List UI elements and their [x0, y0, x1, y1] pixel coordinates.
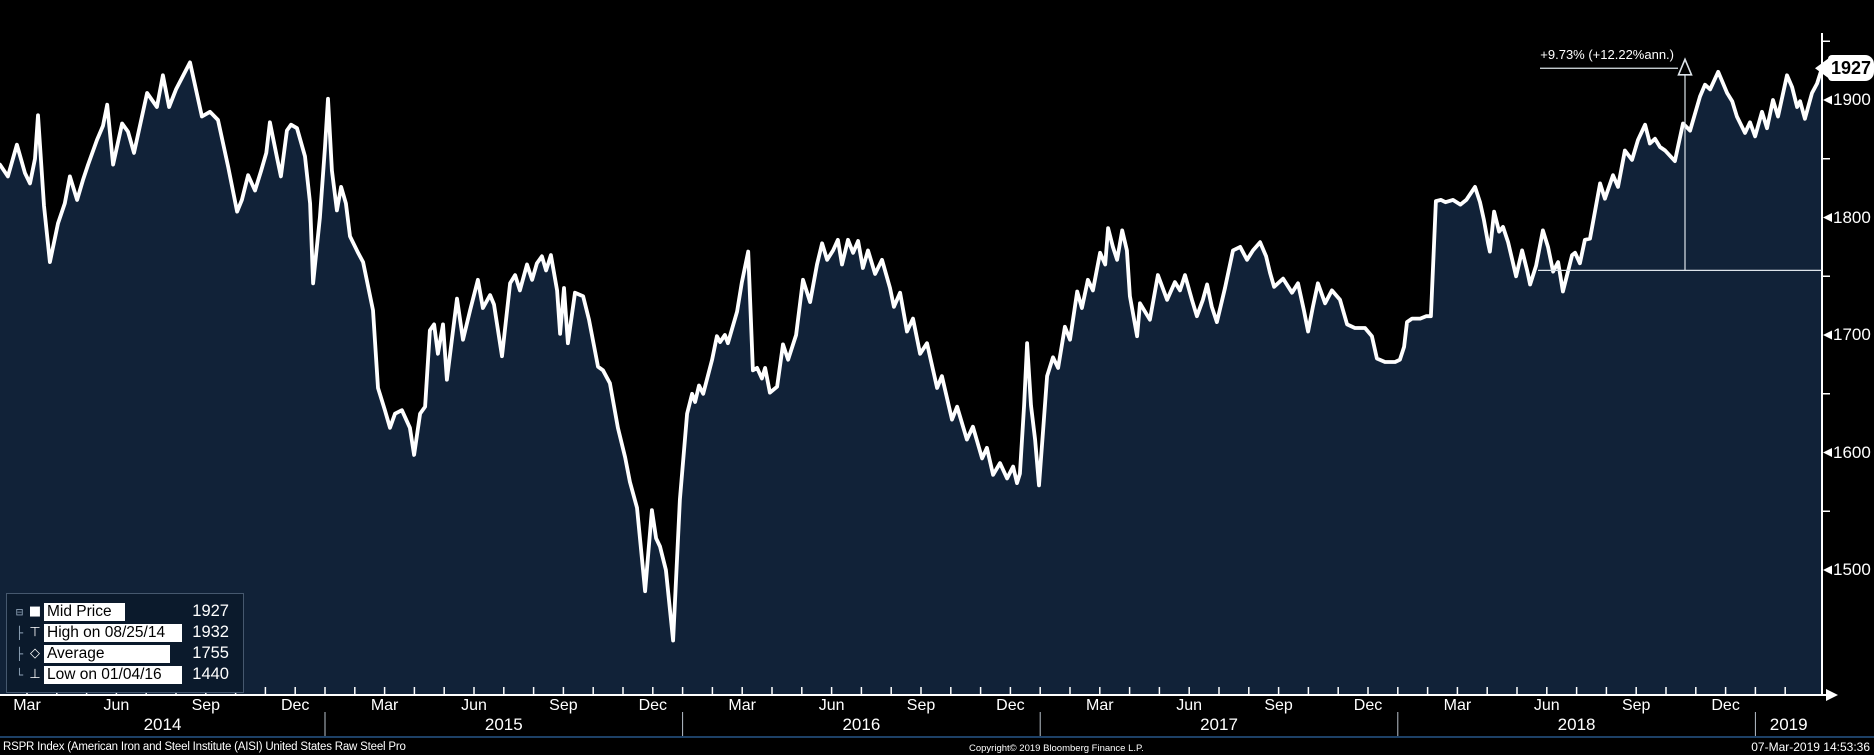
legend-box[interactable]: ⊟ ■ Mid Price 1927 ├ ⊤ High on 08/25/14 … [6, 593, 244, 693]
tree-collapse-icon[interactable]: ⊟ [15, 604, 24, 619]
average-marker-icon: ◇ [30, 646, 40, 661]
tree-branch-icon: ├ [15, 625, 24, 640]
legend-value-average: 1755 [192, 644, 229, 662]
y-axis-tick-label: 1700 [1833, 325, 1871, 344]
x-axis-year-label: 2017 [1200, 715, 1238, 734]
axes [0, 33, 1838, 742]
y-axis-tick-label: 1800 [1833, 207, 1871, 227]
legend-label-mid-price[interactable]: Mid Price [44, 602, 125, 621]
price-area-fill [0, 62, 1822, 695]
x-axis-month-label: Sep [549, 697, 578, 714]
status-bar: RSPR Index (American Iron and Steel Inst… [0, 736, 1874, 755]
x-axis-month-label: Mar [1443, 697, 1472, 714]
x-axis-month-label: Mar [728, 697, 756, 714]
timestamp: 07-Mar-2019 14:53:36 [1751, 740, 1870, 754]
tree-branch-end-icon: └ [15, 667, 24, 682]
last-price-pointer [1815, 57, 1830, 80]
x-axis-month-label: Sep [1621, 697, 1651, 714]
low-marker-icon: ⊥ [29, 667, 41, 682]
high-marker-icon: ⊤ [29, 625, 41, 640]
tree-branch-icon: ├ [15, 646, 24, 661]
copyright-text: Copyright© 2019 Bloomberg Finance L.P. [969, 743, 1144, 754]
x-axis-month-label: Mar [13, 697, 41, 714]
x-axis-month-label: Jun [1176, 697, 1203, 714]
percent-change-label: +9.73% (+12.22%ann.) [1540, 47, 1674, 63]
legend-value-low: 1440 [192, 665, 229, 683]
x-axis-year-label: 2016 [842, 715, 881, 734]
x-axis-month-label: Dec [638, 697, 668, 714]
y-axis-tick-label: 1600 [1833, 442, 1871, 462]
legend-value-mid-price: 1927 [192, 602, 229, 620]
x-axis-month-label: Jun [1533, 697, 1560, 714]
x-axis-month-label: Mar [370, 697, 399, 714]
x-axis-month-label: Sep [906, 697, 936, 714]
legend-row-mid-price: ⊟ ■ Mid Price 1927 [13, 601, 243, 622]
x-axis-month-label: Dec [280, 697, 310, 714]
x-axis-month-label: Jun [461, 697, 487, 714]
price-line [0, 60, 1824, 643]
x-axis-month-label: Sep [191, 697, 221, 714]
x-axis-year-label: 2018 [1557, 715, 1596, 734]
x-axis-year-label: 2014 [143, 715, 182, 734]
x-axis-month-label: Jun [818, 697, 845, 714]
security-description: RSPR Index (American Iron and Steel Inst… [3, 741, 406, 753]
x-axis-month-label: Mar [1086, 697, 1114, 714]
series-square-marker-icon: ■ [28, 604, 42, 619]
legend-row-average: ├ ◇ Average 1755 [13, 643, 243, 664]
legend-row-low: └ ⊥ Low on 01/04/16 1440 [13, 664, 243, 685]
y-axis-tick-label: 1900 [1833, 90, 1871, 109]
x-axis-year-label: 2019 [1769, 715, 1808, 734]
legend-label-low[interactable]: Low on 01/04/16 [44, 665, 182, 684]
x-axis-month-label: Dec [1711, 697, 1740, 714]
x-axis-month-label: Jun [103, 697, 130, 714]
percent-change-annotation [1538, 57, 1822, 271]
x-axis-month-label: Sep [1264, 697, 1293, 714]
y-axis-tick-label: 1500 [1833, 560, 1871, 579]
last-price-badge: 1927 [1828, 55, 1874, 82]
legend-row-high: ├ ⊤ High on 08/25/14 1932 [13, 622, 243, 643]
x-axis-year-label: 2015 [484, 715, 523, 734]
x-axis-month-label: Dec [996, 697, 1025, 714]
legend-label-high[interactable]: High on 08/25/14 [44, 623, 182, 642]
legend-label-average[interactable]: Average [44, 644, 170, 663]
legend-value-high: 1932 [192, 623, 229, 641]
x-axis-month-label: Dec [1353, 697, 1383, 714]
